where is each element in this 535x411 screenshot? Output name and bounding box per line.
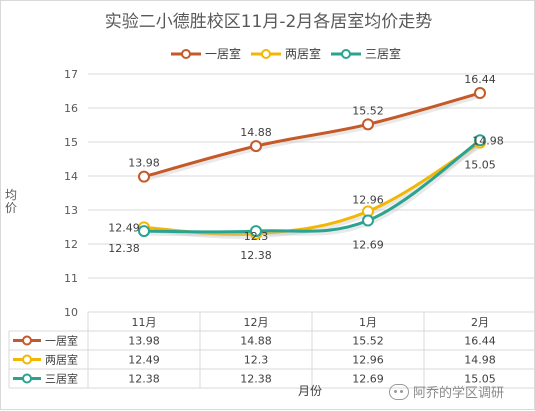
table-cell: 12.38 bbox=[240, 373, 272, 386]
y-tick-label: 15 bbox=[64, 136, 78, 149]
x-tick-label: 2月 bbox=[471, 316, 489, 329]
table-cell: 16.44 bbox=[464, 335, 496, 348]
legend-label-series-1: 一居室 bbox=[205, 47, 242, 61]
watermark: 阿乔的学区调研 bbox=[389, 382, 504, 401]
data-label-series-1: 15.52 bbox=[352, 104, 384, 117]
table-row-label: 两居室 bbox=[45, 353, 78, 367]
wechat-icon bbox=[389, 383, 409, 400]
series-line-3 bbox=[143, 139, 481, 234]
data-label-series-3: 12.69 bbox=[352, 239, 384, 252]
data-label-series-2: 12.49 bbox=[108, 221, 140, 234]
data-label-series-1: 14.88 bbox=[240, 126, 272, 139]
table-row-label: 一居室 bbox=[45, 334, 78, 348]
chart-title: 实验二小德胜校区11月-2月各居室均价走势 bbox=[104, 12, 433, 32]
data-label-series-2: 12.3 bbox=[244, 230, 269, 243]
x-tick-label: 1月 bbox=[359, 316, 377, 329]
y-tick-label: 16 bbox=[64, 102, 78, 115]
series-point-3 bbox=[138, 225, 150, 238]
y-tick-label: 10 bbox=[64, 306, 78, 319]
y-tick-label: 11 bbox=[64, 272, 78, 285]
series-line-1 bbox=[143, 91, 481, 179]
data-label-series-3: 12.38 bbox=[240, 249, 272, 262]
legend-label-series-3: 三居室 bbox=[365, 47, 402, 61]
data-label-series-1: 16.44 bbox=[464, 73, 496, 86]
table-cell: 15.05 bbox=[464, 373, 496, 386]
table-row-label: 三居室 bbox=[45, 372, 78, 386]
legend-item-series-1: 一居室 bbox=[171, 45, 241, 62]
legend-swatch-series-2 bbox=[251, 48, 282, 59]
table-cell: 12.49 bbox=[128, 354, 160, 367]
data-label-series-3: 12.38 bbox=[108, 242, 140, 255]
y-tick-label: 14 bbox=[64, 170, 78, 183]
table-cell: 12.96 bbox=[352, 354, 384, 367]
chart-legend: 一居室 两居室 三居室 bbox=[171, 45, 401, 62]
legend-swatch-series-1 bbox=[171, 48, 201, 59]
table-cell: 12.3 bbox=[244, 354, 269, 367]
table-key-marker bbox=[22, 354, 32, 365]
table-cell: 14.98 bbox=[464, 354, 496, 367]
y-tick-label: 13 bbox=[64, 204, 78, 217]
table-cell: 13.98 bbox=[128, 335, 160, 348]
table-key-marker bbox=[22, 373, 32, 384]
series-shadow-3 bbox=[145, 141, 483, 237]
x-tick-label: 11月 bbox=[132, 316, 157, 329]
legend-item-series-3: 三居室 bbox=[331, 45, 401, 62]
series-point-1 bbox=[362, 118, 374, 131]
data-label-series-3: 15.05 bbox=[464, 158, 496, 171]
y-tick-label: 17 bbox=[64, 68, 78, 81]
x-axis-label: 月份 bbox=[298, 384, 323, 398]
series-shadow-2 bbox=[145, 143, 483, 239]
watermark-text: 阿乔的学区调研 bbox=[413, 386, 505, 401]
series-point-3 bbox=[250, 225, 262, 238]
table-cell: 12.69 bbox=[352, 373, 384, 386]
x-tick-label: 12月 bbox=[244, 316, 269, 329]
legend-item-series-2: 两居室 bbox=[251, 45, 321, 62]
series-point-1 bbox=[474, 87, 486, 100]
series-shadow-1 bbox=[144, 93, 483, 182]
series-point-1 bbox=[138, 170, 150, 183]
series-point-3 bbox=[474, 134, 486, 147]
table-cell: 15.52 bbox=[352, 335, 384, 348]
data-label-series-2: 12.96 bbox=[352, 193, 384, 206]
data-label-series-1: 13.98 bbox=[128, 157, 160, 170]
legend-swatch-series-3 bbox=[331, 48, 362, 59]
data-label-series-2: 14.98 bbox=[472, 135, 504, 148]
y-tick-label: 12 bbox=[64, 238, 78, 251]
series-point-3 bbox=[362, 214, 374, 227]
series-line-2 bbox=[143, 141, 481, 236]
legend-label-series-2: 两居室 bbox=[285, 47, 322, 61]
y-axis-label: 均价 bbox=[5, 188, 18, 215]
table-key-marker bbox=[22, 335, 32, 346]
series-point-1 bbox=[250, 140, 262, 153]
table-cell: 12.38 bbox=[128, 373, 160, 386]
table-cell: 14.88 bbox=[240, 335, 272, 348]
